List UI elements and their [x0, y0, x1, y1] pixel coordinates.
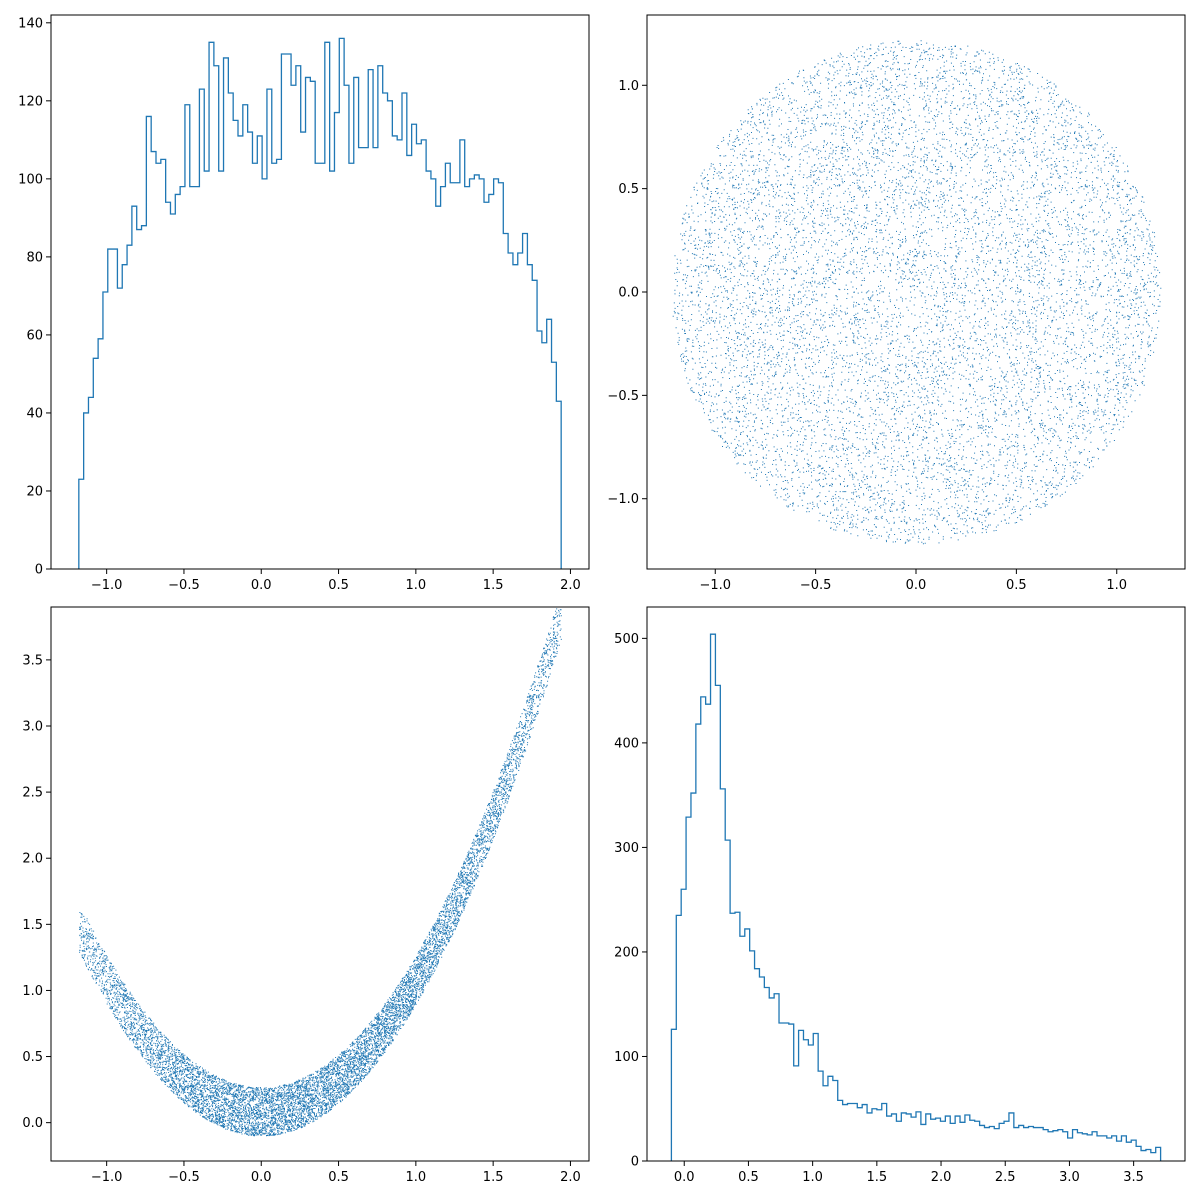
y-tick-label: 300: [614, 841, 639, 856]
y-tick-label: 80: [26, 250, 43, 265]
histogram-steps-bottom-right: [670, 633, 1162, 1161]
y-tick-label: 2.5: [22, 786, 43, 801]
x-tick-label: 1.5: [866, 1170, 887, 1185]
axes-frame-top-right: [646, 14, 1186, 570]
x-tick-label: −0.5: [800, 578, 832, 593]
x-tick-label: 2.5: [995, 1170, 1016, 1185]
y-tick-label: 120: [18, 94, 43, 109]
axes-frame-top-left: [50, 14, 590, 570]
histogram-step-line: [670, 633, 1162, 1161]
x-tick-label: 1.0: [406, 1170, 427, 1185]
x-axis-ticks-top-right: −1.0 −0.5 0.0 0.5 1.0: [699, 569, 1127, 593]
x-tick-label: 0.5: [1006, 578, 1027, 593]
x-tick-label: 0.5: [738, 1170, 759, 1185]
y-tick-label: 0.5: [22, 1050, 43, 1065]
histogram-step-line: [78, 37, 562, 569]
y-tick-label: 1.0: [22, 984, 43, 999]
x-tick-label: 1.0: [406, 578, 427, 593]
y-tick-label: 100: [18, 172, 43, 187]
x-tick-label: 1.5: [483, 1170, 504, 1185]
y-tick-label: 0.5: [618, 182, 639, 197]
y-tick-label: 400: [614, 736, 639, 751]
x-tick-label: 0.5: [328, 1170, 349, 1185]
y-tick-label: −1.0: [607, 492, 639, 507]
axes-frame-bottom-right: [646, 606, 1186, 1162]
x-tick-label: −0.5: [168, 578, 200, 593]
x-axis-ticks-bottom-right: 0.0 0.5 1.0 1.5 2.0 2.5 3.0 3.5: [674, 1161, 1144, 1185]
x-tick-label: 3.0: [1059, 1170, 1080, 1185]
y-tick-label: 0.0: [22, 1116, 43, 1131]
x-tick-label: 0.0: [251, 1170, 272, 1185]
x-tick-label: −1.0: [699, 578, 731, 593]
y-tick-label: 1.0: [618, 79, 639, 94]
x-tick-label: 1.0: [1106, 578, 1127, 593]
y-tick-label: 0: [631, 1155, 639, 1170]
y-tick-label: 0: [35, 563, 43, 578]
y-tick-label: 200: [614, 945, 639, 960]
y-tick-label: 3.5: [22, 653, 43, 668]
x-tick-label: 0.0: [674, 1170, 695, 1185]
y-tick-label: 0.0: [618, 286, 639, 301]
x-axis-ticks-bottom-left: −1.0 −0.5 0.0 0.5 1.0 1.5 2.0: [91, 1161, 581, 1185]
x-tick-label: −1.0: [91, 578, 123, 593]
y-axis-ticks-top-right: −1.0 −0.5 0.0 0.5 1.0: [607, 79, 647, 507]
subplot-top-left-histogram: −1.0 −0.5 0.0 0.5 1.0 1.5 2.0 0 20 40 60 80 100 120 1…: [18, 14, 590, 593]
y-tick-label: 20: [26, 484, 43, 499]
y-axis-ticks-bottom-left: 0.0 0.5 1.0 1.5 2.0 2.5 3.0 3.5: [22, 653, 51, 1131]
y-tick-label: 500: [614, 632, 639, 647]
x-tick-label: 1.5: [483, 578, 504, 593]
y-tick-label: −0.5: [607, 389, 639, 404]
subplot-bottom-left-parabola-scatter: −1.0 −0.5 0.0 0.5 1.0 1.5 2.0 0.0 0.5 1.0 1.5 2.0 2…: [22, 606, 590, 1185]
x-tick-label: 0.0: [251, 578, 272, 593]
x-axis-ticks-top-left: −1.0 −0.5 0.0 0.5 1.0 1.5 2.0: [91, 569, 581, 593]
histogram-steps-top-left: [78, 37, 562, 569]
subplot-bottom-right-histogram: 0.0 0.5 1.0 1.5 2.0 2.5 3.0 3.5 0 100 200 300 400 50…: [614, 606, 1186, 1185]
x-tick-label: 1.0: [802, 1170, 823, 1185]
y-tick-label: 60: [26, 328, 43, 343]
x-tick-label: 2.0: [560, 1170, 581, 1185]
x-tick-label: −1.0: [91, 1170, 123, 1185]
x-tick-label: 2.0: [560, 578, 581, 593]
axes-frame-bottom-left: [50, 606, 590, 1162]
y-tick-label: 140: [18, 16, 43, 31]
y-tick-label: 3.0: [22, 719, 43, 734]
x-tick-label: −0.5: [168, 1170, 200, 1185]
y-tick-label: 2.0: [22, 852, 43, 867]
y-tick-label: 40: [26, 406, 43, 421]
x-tick-label: 2.0: [931, 1170, 952, 1185]
y-axis-ticks-top-left: 0 20 40 60 80 100 120 140: [18, 16, 51, 578]
y-tick-label: 100: [614, 1050, 639, 1065]
y-axis-ticks-bottom-right: 0 100 200 300 400 500: [614, 632, 647, 1170]
x-tick-label: 0.5: [328, 578, 349, 593]
x-tick-label: 3.5: [1123, 1170, 1144, 1185]
x-tick-label: 0.0: [906, 578, 927, 593]
y-tick-label: 1.5: [22, 918, 43, 933]
subplot-top-right-disk-scatter: −1.0 −0.5 0.0 0.5 1.0 −1.0 −0.5 0.0 0.5 1.0: [607, 14, 1186, 593]
